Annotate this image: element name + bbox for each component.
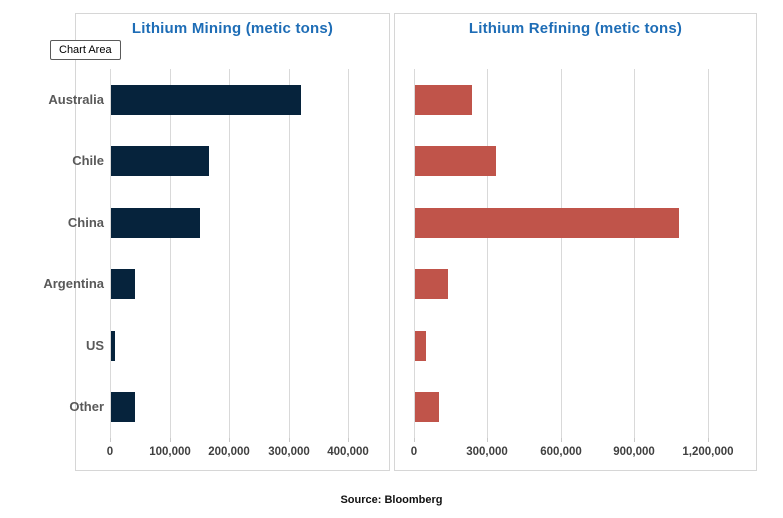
category-label-argentina: Argentina — [43, 276, 104, 291]
x-axis-tick-label: 200,000 — [208, 446, 250, 458]
mining-plot-area[interactable]: 0 100,000 200,000 300,000 400,000 Australia Ch… — [43, 69, 389, 458]
axis-tick-mark — [229, 438, 230, 442]
source-caption: Source: Bloomberg — [340, 494, 443, 506]
gridline — [348, 69, 349, 438]
x-axis-tick-label: 600,000 — [540, 446, 582, 458]
bar-australia[interactable] — [415, 85, 472, 115]
category-label-australia: Australia — [48, 92, 104, 107]
gridline — [487, 69, 488, 438]
category-label-us: US — [85, 338, 104, 353]
x-axis-tick-label: 400,000 — [327, 446, 369, 458]
gridline — [170, 69, 171, 438]
mining-chart-panel[interactable]: Lithium Mining (metic tons) 0 100,000 200,… — [43, 13, 390, 471]
refining-plot-area[interactable]: 0 300,000 600,000 900,000 1,200,000 — [411, 69, 754, 458]
gridline — [229, 69, 230, 438]
axis-tick-mark — [348, 438, 349, 442]
bar-us[interactable] — [111, 331, 115, 361]
gridline — [110, 69, 111, 438]
bar-china[interactable] — [111, 208, 200, 238]
axis-tick-mark — [487, 438, 488, 442]
gridline — [634, 69, 635, 438]
bar-other[interactable] — [111, 392, 135, 422]
category-label-china: China — [67, 215, 104, 230]
refining-chart-panel[interactable]: Lithium Refining (metic tons) 0 300,000 60… — [394, 13, 757, 471]
gridline — [708, 69, 709, 438]
bar-australia[interactable] — [111, 85, 301, 115]
chart-area-tooltip: Chart Area — [50, 40, 121, 60]
category-label-other: Other — [69, 399, 104, 414]
x-axis-tick-label: 300,000 — [268, 446, 310, 458]
category-label-chile: Chile — [72, 153, 104, 168]
axis-tick-mark — [634, 438, 635, 442]
bar-argentina[interactable] — [415, 269, 448, 299]
x-axis-tick-label: 100,000 — [149, 446, 191, 458]
bar-us[interactable] — [415, 331, 426, 361]
gridline — [561, 69, 562, 438]
refining-chart-title: Lithium Refining (metic tons) — [468, 20, 683, 37]
axis-tick-mark — [110, 438, 111, 442]
bar-chile[interactable] — [415, 146, 496, 176]
bar-chile[interactable] — [111, 146, 209, 176]
axis-tick-mark — [414, 438, 415, 442]
x-axis-tick-label: 0 — [106, 446, 114, 458]
bar-other[interactable] — [415, 392, 439, 422]
axis-tick-mark — [289, 438, 290, 442]
x-axis-tick-label: 300,000 — [466, 446, 508, 458]
x-axis-tick-label: 900,000 — [613, 446, 655, 458]
axis-tick-mark — [170, 438, 171, 442]
bar-china[interactable] — [415, 208, 679, 238]
gridline — [289, 69, 290, 438]
gridline — [414, 69, 415, 438]
x-axis-tick-label: 1,200,000 — [682, 446, 734, 458]
bar-argentina[interactable] — [111, 269, 135, 299]
axis-tick-mark — [561, 438, 562, 442]
mining-chart-title: Lithium Mining (metic tons) — [131, 20, 334, 37]
axis-tick-mark — [708, 438, 709, 442]
x-axis-tick-label: 0 — [410, 446, 418, 458]
